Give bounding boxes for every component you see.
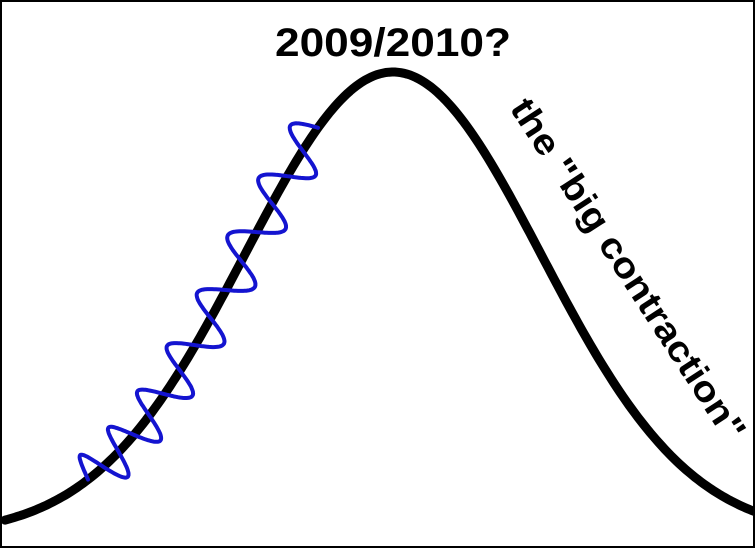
wave — [77, 121, 320, 482]
bell-curve — [0, 67, 755, 525]
title: 2009/2010? — [275, 21, 511, 65]
